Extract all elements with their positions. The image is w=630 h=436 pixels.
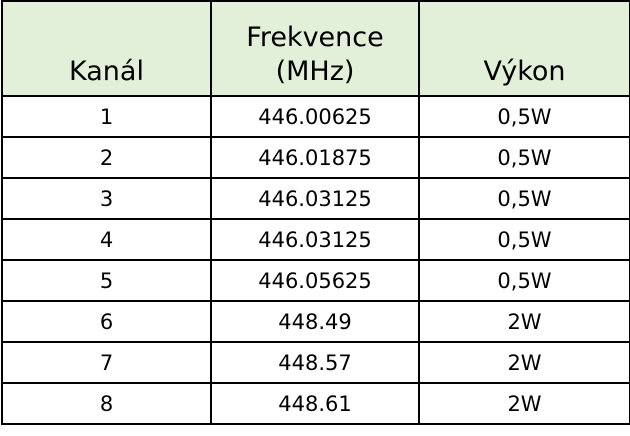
table-row: 3 446.03125 0,5W (1, 177, 630, 220)
table-cell: 0,5W (418, 177, 630, 220)
table-cell: 5 (1, 259, 212, 302)
table-row: 5 446.05625 0,5W (1, 259, 630, 302)
table-cell: 448.49 (210, 300, 420, 343)
table-cell: 446.00625 (210, 95, 420, 138)
table-row: 4 446.03125 0,5W (1, 218, 630, 261)
channel-table: Kanál Frekvence (MHz) Výkon 1 446.00625 0,… (1, 0, 630, 425)
table-cell: 4 (1, 218, 212, 261)
table-cell: 448.61 (210, 382, 420, 425)
table-cell: 2W (418, 300, 630, 343)
table-cell: 7 (1, 341, 212, 384)
table-cell: 0,5W (418, 136, 630, 179)
table-cell: 8 (1, 382, 212, 425)
header-text: Výkon (483, 56, 566, 87)
table-cell: 2W (418, 341, 630, 384)
table-cell: 2W (418, 382, 630, 425)
table-cell: 3 (1, 177, 212, 220)
table-cell: 446.05625 (210, 259, 420, 302)
header-cell: Frekvence (MHz) (210, 0, 420, 97)
header-cell: Výkon (418, 0, 630, 97)
table-row: 2 446.01875 0,5W (1, 136, 630, 179)
header-row: Kanál Frekvence (MHz) Výkon (1, 0, 630, 97)
table-body: 1 446.00625 0,5W 2 446.01875 0,5W 3 446.03125 0,… (1, 95, 630, 425)
table-cell: 446.03125 (210, 218, 420, 261)
table-cell: 446.01875 (210, 136, 420, 179)
table-cell: 0,5W (418, 218, 630, 261)
table-row: 6 448.49 2W (1, 300, 630, 343)
table-cell: 2 (1, 136, 212, 179)
table-cell: 0,5W (418, 95, 630, 138)
table-cell: 6 (1, 300, 212, 343)
table-row: 1 446.00625 0,5W (1, 95, 630, 138)
table-row: 8 448.61 2W (1, 382, 630, 425)
table-cell: 0,5W (418, 259, 630, 302)
header-cell: Kanál (1, 0, 212, 97)
table-cell: 1 (1, 95, 212, 138)
header-text: Kanál (69, 56, 144, 87)
table-cell: 446.03125 (210, 177, 420, 220)
table-row: 7 448.57 2W (1, 341, 630, 384)
header-text: Frekvence (MHz) (246, 22, 384, 87)
table-cell: 448.57 (210, 341, 420, 384)
